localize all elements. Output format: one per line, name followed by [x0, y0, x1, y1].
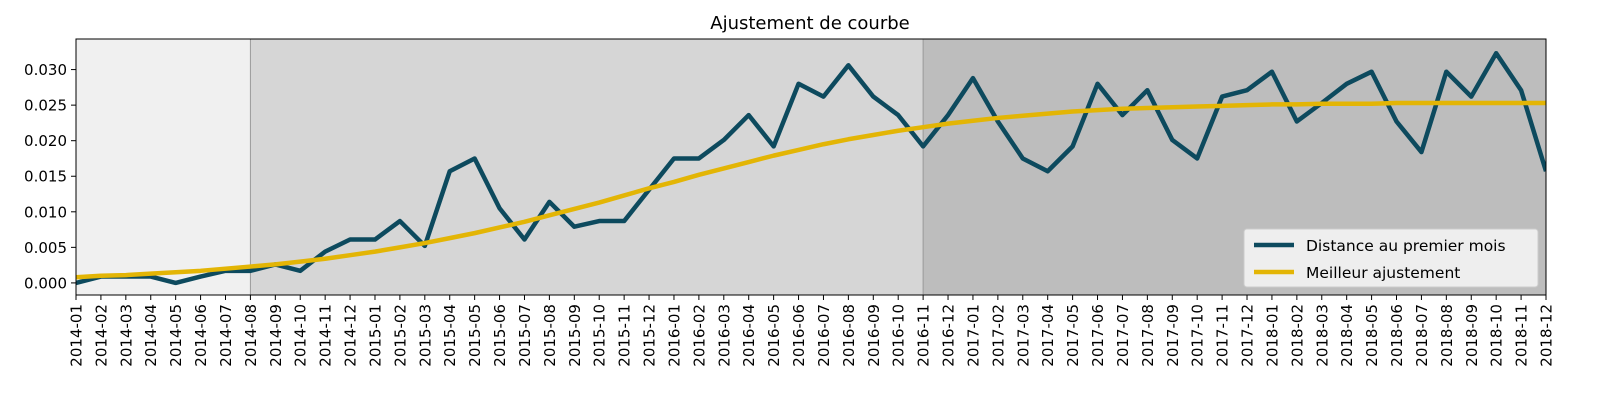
x-tick-label: 2014-04	[142, 304, 160, 367]
y-tick-label: 0.020	[24, 132, 67, 150]
x-tick-label: 2015-07	[516, 304, 534, 367]
y-tick-label: 0.000	[24, 274, 67, 292]
x-tick-label: 2018-12	[1538, 304, 1556, 367]
x-tick-label: 2018-04	[1338, 304, 1356, 367]
x-tick-label: 2016-07	[815, 304, 833, 367]
x-tick-label: 2017-04	[1039, 304, 1057, 367]
y-tick-label: 0.005	[24, 239, 67, 257]
x-tick-label: 2017-02	[989, 304, 1007, 367]
x-tick-label: 2016-06	[790, 304, 808, 367]
x-tick-label: 2014-10	[292, 304, 310, 367]
x-tick-label: 2015-03	[416, 304, 434, 367]
x-tick-label: 2017-07	[1114, 304, 1132, 367]
x-tick-label: 2016-08	[840, 304, 858, 367]
x-tick-label: 2015-02	[391, 304, 409, 367]
x-tick-label: 2017-05	[1064, 304, 1082, 367]
x-tick-label: 2014-11	[317, 304, 335, 367]
x-tick-label: 2015-04	[441, 304, 459, 367]
x-tick-label: 2017-01	[964, 304, 982, 367]
x-tick-label: 2015-12	[641, 304, 659, 367]
x-tick-label: 2018-07	[1413, 304, 1431, 367]
x-tick-label: 2017-11	[1214, 304, 1232, 367]
x-tick-label: 2014-07	[217, 304, 235, 367]
x-tick-label: 2015-05	[466, 304, 484, 367]
legend-box	[1243, 228, 1539, 288]
y-tick-label: 0.010	[24, 203, 67, 221]
x-tick-label: 2015-01	[366, 304, 384, 367]
y-axis: 0.000 0.005 0.010 0.015 0.020 0.025 0.030	[24, 61, 76, 292]
legend-label-2: Meilleur ajustement	[1306, 264, 1460, 282]
x-tick-label: 2017-10	[1189, 304, 1207, 367]
x-tick-label: 2016-01	[665, 304, 683, 367]
plot-frame	[75, 38, 1547, 296]
x-tick-label: 2018-06	[1388, 304, 1406, 367]
series-lines	[76, 50, 1546, 286]
x-tick-label: 2017-12	[1239, 304, 1257, 367]
x-tick-label: 2017-08	[1139, 304, 1157, 367]
x-tick-label: 2016-05	[765, 304, 783, 367]
x-tick-label: 2014-02	[92, 304, 110, 367]
x-tick-label: 2016-02	[690, 304, 708, 367]
y-tick-label: 0.025	[24, 97, 67, 115]
x-tick-label: 2018-02	[1288, 304, 1306, 367]
x-tick-label: 2018-11	[1513, 304, 1531, 367]
y-tick-label: 0.015	[24, 168, 67, 186]
x-tick-label: 2014-03	[117, 304, 135, 367]
x-tick-label: 2014-12	[342, 304, 360, 367]
chart-title: Ajustement de courbe	[710, 13, 909, 34]
x-tick-label: 2016-10	[890, 304, 908, 367]
x-tick-label: 2014-06	[192, 304, 210, 367]
x-tick-label: 2018-09	[1463, 304, 1481, 367]
x-tick-label: 2014-05	[167, 304, 185, 367]
x-tick-label: 2018-10	[1488, 304, 1506, 367]
series-line-1	[76, 50, 1546, 286]
x-tick-label: 2017-03	[1014, 304, 1032, 367]
legend-label-1: Distance au premier mois	[1306, 237, 1506, 255]
x-tick-label: 2015-06	[491, 304, 509, 367]
x-tick-label: 2014-08	[242, 304, 260, 367]
x-tick-label: 2016-04	[740, 304, 758, 367]
x-tick-label: 2015-11	[616, 304, 634, 367]
x-tick-label: 2018-08	[1438, 304, 1456, 367]
x-tick-label: 2017-06	[1089, 304, 1107, 367]
x-axis: 2014-01 2014-02 2014-03 2014-04 2014-05 2014-…	[68, 295, 1556, 367]
y-tick-label: 0.030	[24, 61, 67, 79]
x-tick-label: 2015-10	[591, 304, 609, 367]
x-tick-label: 2017-09	[1164, 304, 1182, 367]
x-tick-label: 2018-01	[1263, 304, 1281, 367]
x-tick-label: 2014-09	[267, 304, 285, 367]
x-tick-label: 2014-01	[68, 304, 86, 367]
series-line-2	[76, 100, 1546, 280]
x-tick-label: 2018-03	[1313, 304, 1331, 367]
x-tick-label: 2016-09	[865, 304, 883, 367]
x-tick-label: 2016-03	[715, 304, 733, 367]
x-tick-label: 2015-09	[566, 304, 584, 367]
legend: Distance au premier mois Meilleur ajustem…	[1243, 228, 1539, 288]
x-tick-label: 2016-12	[940, 304, 958, 367]
shaded-period-1	[76, 39, 251, 295]
x-tick-label: 2016-11	[915, 304, 933, 367]
x-tick-label: 2015-08	[541, 304, 559, 367]
x-tick-label: 2018-05	[1363, 304, 1381, 367]
